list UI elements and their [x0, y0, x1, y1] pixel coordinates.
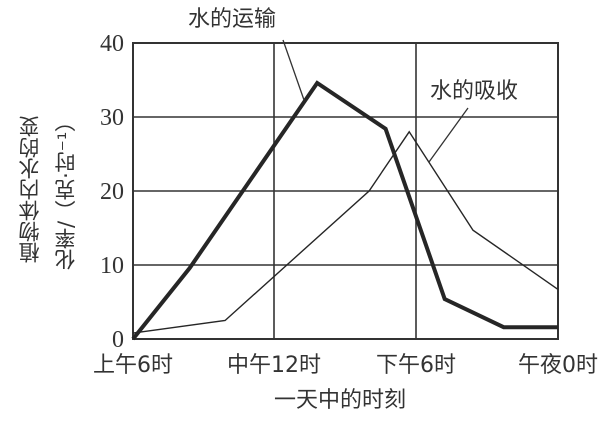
y-tick-label: 20	[100, 179, 124, 205]
y-tick-label: 10	[100, 253, 124, 279]
x-tick-label: 中午12时	[227, 353, 321, 378]
x-tick-label: 上午6时	[93, 353, 173, 378]
series-lines	[131, 80, 559, 341]
y-tick-label: 40	[100, 31, 124, 57]
y-axis-label: 植物体内水的变 化率/（克·时⁻¹）	[12, 40, 88, 340]
series-water-transport	[131, 80, 558, 341]
y-axis-ticks: 0 10 20 30 40	[100, 31, 124, 353]
y-axis-label-line1: 植物体内水的变	[18, 116, 42, 264]
y-tick-label: 30	[100, 105, 124, 131]
x-axis-label: 一天中的时刻	[274, 388, 406, 413]
x-axis-ticks: 上午6时 中午12时 下午6时 午夜0时	[93, 353, 598, 378]
annotation-water-transport: 水的运输	[188, 7, 276, 32]
x-tick-label: 午夜0时	[518, 353, 598, 378]
x-tick-label: 下午6时	[376, 353, 456, 378]
plot-grid	[132, 42, 559, 340]
series-water-absorption	[132, 130, 559, 334]
annotation-water-absorption: 水的吸收	[430, 79, 518, 104]
annotation-leaders	[282, 39, 469, 163]
y-tick-label: 0	[112, 327, 124, 353]
y-axis-label-line2: 化率/（克·时⁻¹）	[54, 110, 78, 270]
